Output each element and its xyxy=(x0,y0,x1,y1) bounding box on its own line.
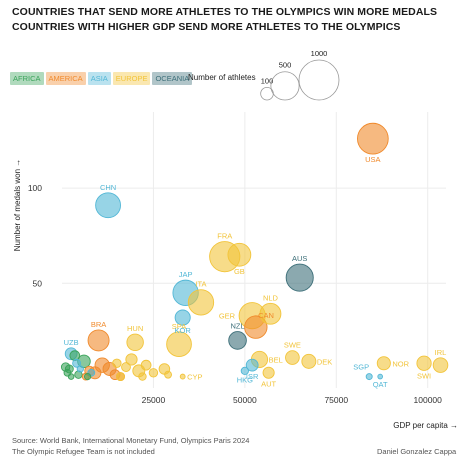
x-tick-label: 75000 xyxy=(324,395,348,405)
data-point xyxy=(112,358,122,368)
point-label: NOR xyxy=(392,359,409,368)
data-point xyxy=(376,356,391,371)
data-point xyxy=(166,331,192,358)
size-legend-value: 1000 xyxy=(311,49,328,58)
data-point xyxy=(301,353,317,369)
data-point xyxy=(187,289,215,316)
y-axis-label: Number of medals won → xyxy=(13,159,22,251)
data-point xyxy=(121,362,131,372)
point-label: BEL xyxy=(269,355,283,364)
x-tick-label: 100000 xyxy=(414,395,443,405)
point-label: GB xyxy=(234,267,245,276)
data-point xyxy=(285,263,314,292)
point-label: UZB xyxy=(64,338,79,347)
data-point xyxy=(245,358,259,372)
point-label: ITA xyxy=(195,280,206,289)
point-label: SWE xyxy=(284,341,301,350)
legend-oceania: OCEANIA xyxy=(152,72,193,85)
data-point xyxy=(69,350,81,361)
data-point xyxy=(174,309,191,326)
data-point xyxy=(164,370,172,379)
data-point xyxy=(148,368,159,378)
point-label: AUT xyxy=(261,379,276,388)
refugee-note: The Olympic Refugee Team is not included xyxy=(12,447,155,456)
data-point xyxy=(67,373,75,380)
data-point xyxy=(179,373,186,380)
data-point xyxy=(357,122,389,155)
data-point xyxy=(240,366,249,376)
data-point xyxy=(244,315,268,339)
chart-subtitle: COUNTRIES WITH HIGHER GDP SEND MORE ATHL… xyxy=(12,21,401,33)
point-label: HKG xyxy=(237,376,253,385)
point-label: AUS xyxy=(292,254,307,263)
point-label: CYP xyxy=(187,373,202,382)
point-label: USA xyxy=(365,155,380,164)
point-label: JAP xyxy=(179,270,193,279)
size-legend-value: 500 xyxy=(279,61,292,70)
data-point xyxy=(126,333,144,352)
data-point xyxy=(83,372,92,381)
legend-africa: AFRICA xyxy=(10,72,44,85)
size-legend-title: Number of athletes xyxy=(188,73,256,82)
point-label: SGP xyxy=(353,363,369,372)
point-label: NZL xyxy=(230,322,244,331)
point-label: CAN xyxy=(258,311,274,320)
size-legend-circle xyxy=(270,71,300,101)
point-label: SWI xyxy=(417,371,431,380)
chart-title: COUNTRIES THAT SEND MORE ATHLETES TO THE… xyxy=(12,6,438,18)
legend-asia: ASIA xyxy=(87,72,111,85)
data-point xyxy=(125,353,138,366)
point-label: ISR xyxy=(246,372,259,381)
data-point xyxy=(72,358,82,368)
point-label: SPA xyxy=(172,322,186,331)
x-tick-label: 50000 xyxy=(233,395,257,405)
point-label: NLD xyxy=(263,293,279,302)
data-point xyxy=(285,350,300,365)
size-legend-circle xyxy=(298,59,340,101)
point-label: HUN xyxy=(127,324,143,333)
data-point xyxy=(87,329,110,352)
x-tick-label: 25000 xyxy=(142,395,166,405)
continent-legend: AFRICA AMERICA ASIA EUROPE OCEANIA xyxy=(10,72,193,85)
size-legend-value: 100 xyxy=(261,76,274,85)
data-point xyxy=(377,373,383,380)
legend-america: AMERICA xyxy=(45,72,86,85)
point-label: DEK xyxy=(317,357,332,366)
x-axis-label: GDP per capita → xyxy=(393,421,458,430)
data-point xyxy=(365,373,373,381)
data-point xyxy=(432,357,449,373)
data-point xyxy=(140,359,152,371)
point-label: CHN xyxy=(100,183,116,192)
data-point xyxy=(138,372,147,381)
legend-europe: EUROPE xyxy=(112,72,151,85)
point-label: GER xyxy=(219,312,236,321)
source-note: Source: World Bank, International Moneta… xyxy=(12,436,250,445)
y-tick-label: 100 xyxy=(28,183,42,193)
y-tick-label: 50 xyxy=(33,278,43,288)
data-point xyxy=(227,242,252,267)
data-point xyxy=(262,366,275,379)
data-point xyxy=(95,192,121,219)
point-label: IRL xyxy=(435,348,447,357)
data-point xyxy=(259,302,282,325)
data-point xyxy=(416,355,432,371)
point-label: QAT xyxy=(373,380,388,389)
author-credit: Daniel Gonzalez Cappa xyxy=(377,447,457,456)
data-point xyxy=(116,372,125,382)
data-point xyxy=(76,365,84,373)
point-label: FRA xyxy=(217,232,232,241)
data-point xyxy=(228,331,247,350)
point-label: BRA xyxy=(91,320,106,329)
point-label: KOR xyxy=(175,326,192,335)
